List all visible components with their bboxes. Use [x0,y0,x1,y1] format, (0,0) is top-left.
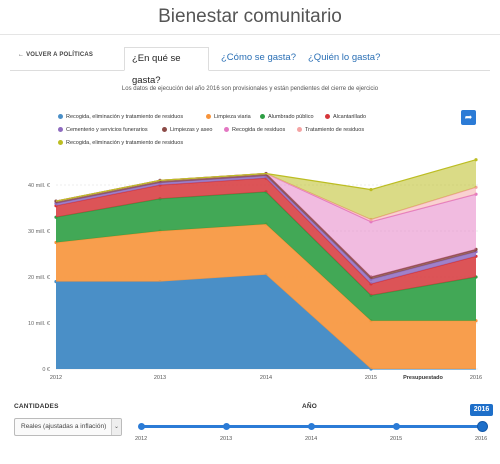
year-slider-handle[interactable] [477,421,488,432]
legend-swatch [162,126,167,132]
year-slider-stop[interactable] [393,423,400,430]
legend-item[interactable]: Recogida de residuos [224,126,285,134]
year-slider-tick-label: 2016 [475,436,488,442]
legend-label: Cementerio y servicios funerarios [66,127,148,133]
stacked-area-chart: 0 € 10 mill. € 20 mill. € 30 mill. € 40 mill… [28,158,482,381]
legend-label: Limpieza viaria [214,114,251,120]
y-tick-label: 30 mill. € [28,229,50,235]
legend-swatch [325,113,330,119]
legend-swatch [297,126,302,132]
x-annotation-label: Presupuestado [403,375,443,381]
data-point [474,158,478,162]
year-slider-stop[interactable] [223,423,230,430]
data-point [369,188,373,192]
cantidades-label: CANTIDADES [14,403,59,410]
area-series [56,274,476,369]
x-tick-label: 2016 [470,375,482,381]
legend-item[interactable]: Limpiezas y aseo [162,126,213,134]
year-slider-stop[interactable] [308,423,315,430]
legend-item[interactable]: Recogida, eliminación y tratamiento de r… [58,139,183,147]
legend-label: Recogida, eliminación y tratamiento de r… [66,114,184,120]
provisional-data-note: Los datos de ejecución del año 2016 son … [121,86,379,92]
x-tick-label: 2015 [365,375,377,381]
series-line [55,159,477,202]
back-to-policies-link[interactable]: ← VOLVER A POLÍTICAS [18,52,94,58]
legend-item[interactable]: Limpieza viaria [206,113,251,121]
chevron-down-icon: ⌄ [111,419,121,435]
area-series [56,173,476,277]
year-label: AÑO [302,403,318,410]
year-slider-tick-label: 2012 [135,436,148,442]
area-series [56,159,476,220]
header-divider [0,34,500,35]
year-slider-tick-label: 2015 [390,436,403,442]
area-series [56,178,476,296]
legend-swatch [206,113,211,119]
tab-quien-lo-gasta[interactable]: ¿Quién lo gasta? [308,52,381,63]
legend-label: Recogida de residuos [232,127,286,133]
legend-label: Limpiezas y aseo [170,127,213,133]
cantidades-select-value: Reales (ajustadas a inflación) [21,423,107,430]
x-tick-label: 2014 [260,375,272,381]
legend-label: Tratamiento de residuos [305,127,365,133]
tab-en-que-se-gasta[interactable]: ¿En qué se gasta? [124,47,209,86]
legend-swatch [224,126,229,132]
legend-item[interactable]: Alcantarillado [325,113,366,121]
y-tick-label: 10 mill. € [28,321,50,327]
y-tick-label: 40 mill. € [28,183,50,189]
legend-item[interactable]: Recogida, eliminación y tratamiento de r… [58,113,183,121]
legend-item[interactable]: Alumbrado público [260,113,314,121]
legend-item[interactable]: Cementerio y servicios funerarios [58,126,148,134]
x-tick-label: 2013 [154,375,166,381]
legend-swatch [58,113,63,119]
tabs-baseline [10,70,490,71]
y-tick-label: 0 € [42,367,50,373]
page-title: Bienestar comunitario [158,6,342,27]
year-slider-tick-label: 2013 [220,436,233,442]
legend-label: Recogida, eliminación y tratamiento de r… [66,140,184,146]
year-slider-tick-label: 2014 [305,436,318,442]
area-series [56,191,476,321]
legend-label: Alumbrado público [268,114,314,120]
y-tick-label: 20 mill. € [28,275,50,281]
tab-como-se-gasta[interactable]: ¿Cómo se gasta? [221,52,296,63]
legend-swatch [260,113,265,119]
legend-swatch [58,126,63,132]
x-tick-label: 2012 [50,375,62,381]
legend-item[interactable]: Tratamiento de residuos [297,126,364,134]
area-series [56,224,476,369]
legend-swatch [58,139,63,145]
year-slider-value: 2016 [470,404,493,416]
cantidades-select[interactable]: Reales (ajustadas a inflación) ⌄ [14,418,122,436]
share-arrow-icon[interactable]: ➦ [461,110,476,125]
legend-label: Alcantarillado [333,114,367,120]
year-slider-stop[interactable] [138,423,145,430]
